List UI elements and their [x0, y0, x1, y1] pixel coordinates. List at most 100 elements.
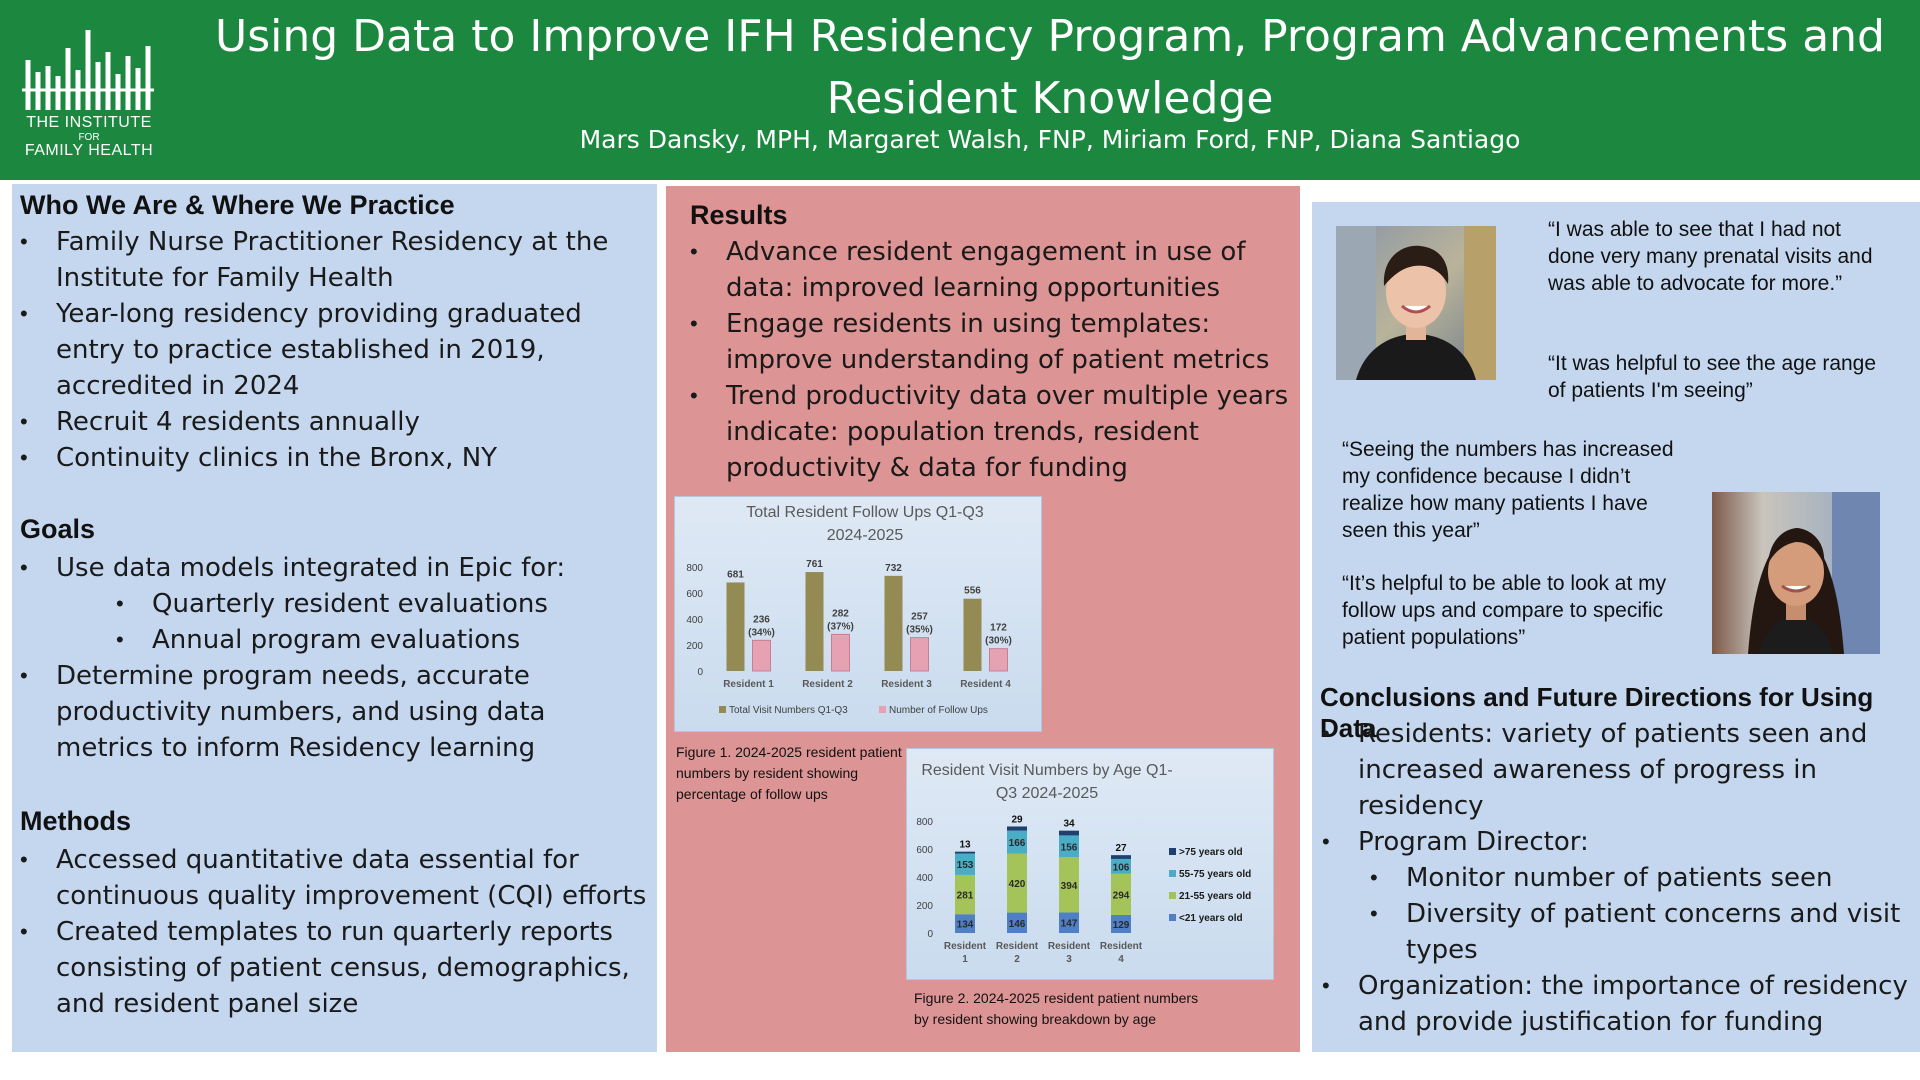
data-label: 732: [885, 563, 902, 574]
right-panel: “I was able to see that I had not done v…: [1312, 202, 1920, 1052]
y-tick-label: 200: [916, 901, 933, 912]
goals-list: Use data models integrated in Epic for: …: [20, 550, 650, 766]
resident-photo-2: [1712, 492, 1880, 654]
list-item: Family Nurse Practitioner Residency at t…: [20, 224, 650, 296]
who-we-are-heading: Who We Are & Where We Practice: [20, 190, 455, 220]
legend-label: <21 years old: [1179, 913, 1243, 924]
data-label: 34: [1063, 819, 1075, 830]
chart-title: Resident Visit Numbers by Age Q1-: [921, 762, 1172, 779]
data-label: 129: [1113, 920, 1130, 931]
list-item: Continuity clinics in the Bronx, NY: [20, 440, 650, 476]
y-tick-label: 0: [697, 667, 703, 678]
legend-swatch: [1169, 914, 1176, 921]
data-label: 394: [1061, 881, 1078, 892]
data-label: 106: [1113, 862, 1130, 873]
list-item: Accessed quantitative data essential for…: [20, 842, 650, 914]
x-tick-label: 3: [1066, 954, 1072, 965]
legend-label: Number of Follow Ups: [889, 705, 988, 716]
list-sub-item: Monitor number of patients seen: [1322, 860, 1918, 896]
data-label: 134: [957, 920, 974, 931]
legend-swatch: [1169, 848, 1176, 855]
age-breakdown-chart: Resident Visit Numbers by Age Q1- Q3 202…: [906, 748, 1274, 980]
legend-label: 21-55 years old: [1179, 891, 1251, 902]
list-item: Program Director:: [1322, 824, 1918, 860]
y-tick-label: 800: [916, 817, 933, 828]
bar: [831, 633, 850, 672]
list-sub-item: Quarterly resident evaluations: [20, 586, 650, 622]
portrait-icon: [1712, 492, 1880, 654]
poster-title-line1: Using Data to Improve IFH Residency Prog…: [215, 11, 1885, 62]
goals-heading: Goals: [20, 514, 96, 544]
data-label: 13: [959, 840, 971, 851]
x-tick-label: Resident 1: [723, 679, 774, 690]
resident-quote-1: “I was able to see that I had not done v…: [1548, 218, 1873, 295]
age-breakdown-chart-svg: Resident Visit Numbers by Age Q1- Q3 202…: [916, 762, 1251, 965]
resident-quote-3: “Seeing the numbers has increased my con…: [1342, 438, 1674, 542]
resident-photo-1: [1336, 226, 1496, 380]
x-tick-label: 1: [962, 954, 968, 965]
logo-bars-icon: [22, 30, 154, 110]
stacked-bar-segment: [1111, 914, 1131, 933]
bar: [726, 582, 745, 671]
y-tick-label: 600: [686, 589, 703, 600]
figure1-caption: Figure 1. 2024-2025 resident patient num…: [676, 744, 902, 802]
data-label: 172: [990, 623, 1007, 634]
figure2-caption: Figure 2. 2024-2025 resident patient num…: [914, 990, 1199, 1027]
list-item: Residents: variety of patients seen and …: [1322, 716, 1918, 824]
logo-text-line3: FAMILY HEALTH: [24, 142, 154, 159]
follow-ups-chart: Total Resident Follow Ups Q1-Q3 2024-202…: [674, 496, 1042, 732]
legend-swatch: [879, 706, 886, 713]
x-tick-label: 2: [1014, 954, 1020, 965]
stacked-bar-segment: [1007, 853, 1027, 913]
data-label: 761: [806, 559, 823, 570]
poster-title-line2: Resident Knowledge: [826, 73, 1274, 124]
resident-quote-4: “It’s helpful to be able to look at my f…: [1342, 572, 1667, 649]
data-label: 294: [1113, 890, 1130, 901]
chart-subtitle: 2024-2025: [827, 527, 904, 544]
results-panel: Results Advance resident engagement in u…: [666, 186, 1300, 1052]
logo-text-line2: FOR: [78, 132, 100, 143]
data-label: 681: [727, 569, 744, 580]
stacked-bar-segment: [1007, 830, 1027, 854]
legend-swatch: [1169, 892, 1176, 899]
legend-swatch: [719, 706, 726, 713]
bar: [752, 639, 771, 672]
y-tick-label: 0: [927, 929, 933, 940]
data-label: 156: [1061, 842, 1078, 853]
list-item: Created templates to run quarterly repor…: [20, 914, 650, 1022]
data-label-percent: (37%): [827, 621, 854, 632]
chart-title: Total Resident Follow Ups Q1-Q3: [746, 504, 984, 521]
x-tick-label: 4: [1118, 954, 1124, 965]
stacked-bar-segment: [1059, 830, 1079, 836]
logo-text-line1: THE INSTITUTE: [26, 114, 152, 131]
stacked-bar-segment: [1007, 912, 1027, 933]
x-tick-label: Resident: [1100, 941, 1143, 952]
left-panel: Who We Are & Where We Practice Family Nu…: [12, 184, 657, 1052]
list-item: Determine program needs, accurate produc…: [20, 658, 650, 766]
poster-authors: Mars Dansky, MPH, Margaret Walsh, FNP, M…: [579, 125, 1521, 154]
bar: [805, 572, 824, 671]
y-tick-label: 800: [686, 563, 703, 574]
list-item: Year-long residency providing graduated …: [20, 296, 650, 404]
x-tick-label: Resident: [1048, 941, 1091, 952]
stacked-bar-segment: [1059, 835, 1079, 858]
follow-ups-chart-svg: Total Resident Follow Ups Q1-Q3 2024-202…: [686, 504, 1012, 716]
data-label: 147: [1061, 919, 1078, 930]
data-label-percent: (35%): [906, 625, 933, 636]
results-list: Advance resident engagement in use of da…: [690, 234, 1290, 486]
bar: [884, 575, 903, 671]
x-tick-label: Resident: [996, 941, 1039, 952]
legend-label: Total Visit Numbers Q1-Q3: [729, 705, 848, 716]
results-heading: Results: [690, 200, 788, 230]
methods-list: Accessed quantitative data essential for…: [20, 842, 650, 1022]
data-label: 236: [753, 614, 770, 625]
who-we-are-list: Family Nurse Practitioner Residency at t…: [20, 224, 650, 476]
x-tick-label: Resident: [944, 941, 987, 952]
y-tick-label: 200: [686, 641, 703, 652]
bar: [989, 648, 1008, 672]
conclusions-list: Residents: variety of patients seen and …: [1322, 716, 1918, 1040]
data-label: 29: [1011, 814, 1023, 825]
list-item: Recruit 4 residents annually: [20, 404, 650, 440]
stacked-bar-segment: [1111, 858, 1131, 874]
list-sub-item: Annual program evaluations: [20, 622, 650, 658]
